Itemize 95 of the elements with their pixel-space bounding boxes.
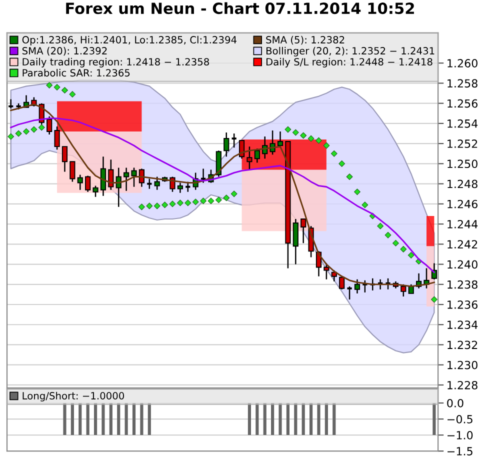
y-tick-label: 1.252 — [448, 140, 478, 148]
y-tick-label: 1.236 — [448, 300, 478, 309]
candlestick — [70, 161, 76, 182]
candlestick — [230, 132, 238, 148]
point — [308, 135, 314, 142]
point — [200, 198, 207, 204]
point — [354, 188, 360, 196]
candlestick — [324, 262, 330, 280]
y-tick-label: 1.230 — [448, 360, 478, 370]
y-tick-label: 1.240 — [448, 260, 478, 269]
point — [300, 132, 307, 139]
point — [338, 160, 346, 167]
point — [362, 202, 368, 208]
candlestick — [108, 159, 114, 190]
point — [377, 222, 384, 230]
point — [192, 198, 199, 206]
point — [215, 196, 222, 204]
point — [169, 200, 176, 208]
legend-label: Op:1.2386, Hi:1.2401, Lo:1.2385, Cl:1.2394 — [22, 36, 237, 46]
candlestick — [146, 178, 153, 190]
point — [323, 142, 330, 149]
candlestick — [354, 278, 360, 294]
point — [346, 174, 353, 180]
y-tick-label: 1.232 — [448, 340, 478, 350]
point — [154, 202, 160, 210]
point — [392, 240, 399, 246]
y-tick-label: 1.250 — [448, 160, 478, 168]
candlestick — [8, 98, 14, 109]
legend-label: Daily trading region: 1.2418 − 1.2358 — [22, 58, 209, 68]
candlestick — [300, 218, 306, 244]
chart-title: Forex um Neun - Chart 07.11.2014 10:52 — [66, 2, 414, 14]
point — [176, 200, 184, 206]
point — [30, 126, 38, 133]
candlestick — [100, 156, 106, 196]
point — [430, 296, 438, 303]
point — [162, 202, 168, 208]
y-tick-label: 1.256 — [448, 99, 478, 108]
point — [8, 133, 14, 140]
legend-label: SMA (20): 1.2392 — [22, 46, 107, 56]
legend-label: Daily S/L region: 1.2448 − 1.2418 — [266, 58, 432, 68]
point — [54, 84, 60, 90]
candlestick — [77, 174, 83, 190]
candlestick — [346, 286, 353, 300]
legend-label: Bollinger (20, 2): 1.2352 − 1.2431 — [266, 46, 434, 56]
y-tick-label: 0.0 — [447, 398, 464, 408]
point — [384, 232, 392, 238]
y-tick-label: −1.5 — [448, 447, 472, 456]
candlestick — [92, 185, 98, 198]
point — [184, 200, 192, 206]
point — [284, 126, 292, 133]
candlestick — [138, 168, 144, 188]
y-tick-label: 1.258 — [448, 79, 478, 88]
candlestick — [46, 116, 52, 136]
point — [46, 82, 53, 88]
candlestick — [292, 218, 298, 265]
candlestick — [62, 146, 68, 172]
y-tick-label: 1.238 — [448, 280, 478, 289]
point — [223, 194, 230, 202]
candlestick — [54, 126, 60, 150]
y-tick-label: 1.246 — [448, 200, 478, 208]
point — [408, 252, 414, 258]
candlestick — [131, 167, 137, 188]
y-tick-label: −1.0 — [448, 431, 473, 440]
point — [316, 137, 322, 144]
y-tick-label: 1.234 — [448, 320, 478, 329]
legend-label: Long/Short: −1.0000 — [22, 392, 124, 402]
candlestick — [177, 182, 183, 194]
point — [38, 124, 45, 131]
point — [400, 246, 407, 252]
candlestick — [246, 146, 252, 170]
point — [138, 204, 145, 210]
point — [69, 91, 76, 98]
candlestick — [224, 132, 230, 158]
legend-label: SMA (5): 1.2382 — [266, 36, 344, 45]
point — [208, 198, 214, 204]
candlestick — [254, 148, 260, 164]
candlestick — [85, 175, 91, 192]
y-tick-label: 1.242 — [448, 240, 478, 248]
point — [23, 128, 30, 135]
y-tick-label: 1.248 — [448, 180, 478, 188]
point — [62, 87, 68, 94]
point — [230, 190, 238, 198]
point — [330, 150, 338, 157]
candlestick — [339, 276, 345, 290]
candlestick — [124, 167, 130, 192]
point — [15, 130, 22, 137]
candlestick — [154, 176, 160, 190]
y-tick-label: 1.260 — [448, 59, 478, 68]
point — [146, 202, 153, 210]
y-tick-label: 1.244 — [448, 220, 478, 228]
y-tick-label: 1.228 — [448, 380, 478, 390]
y-tick-label: −0.5 — [448, 414, 472, 424]
y-tick-label: 1.254 — [448, 119, 478, 128]
point — [292, 129, 299, 136]
legend-label: Parabolic SAR: 1.2365 — [22, 68, 130, 77]
